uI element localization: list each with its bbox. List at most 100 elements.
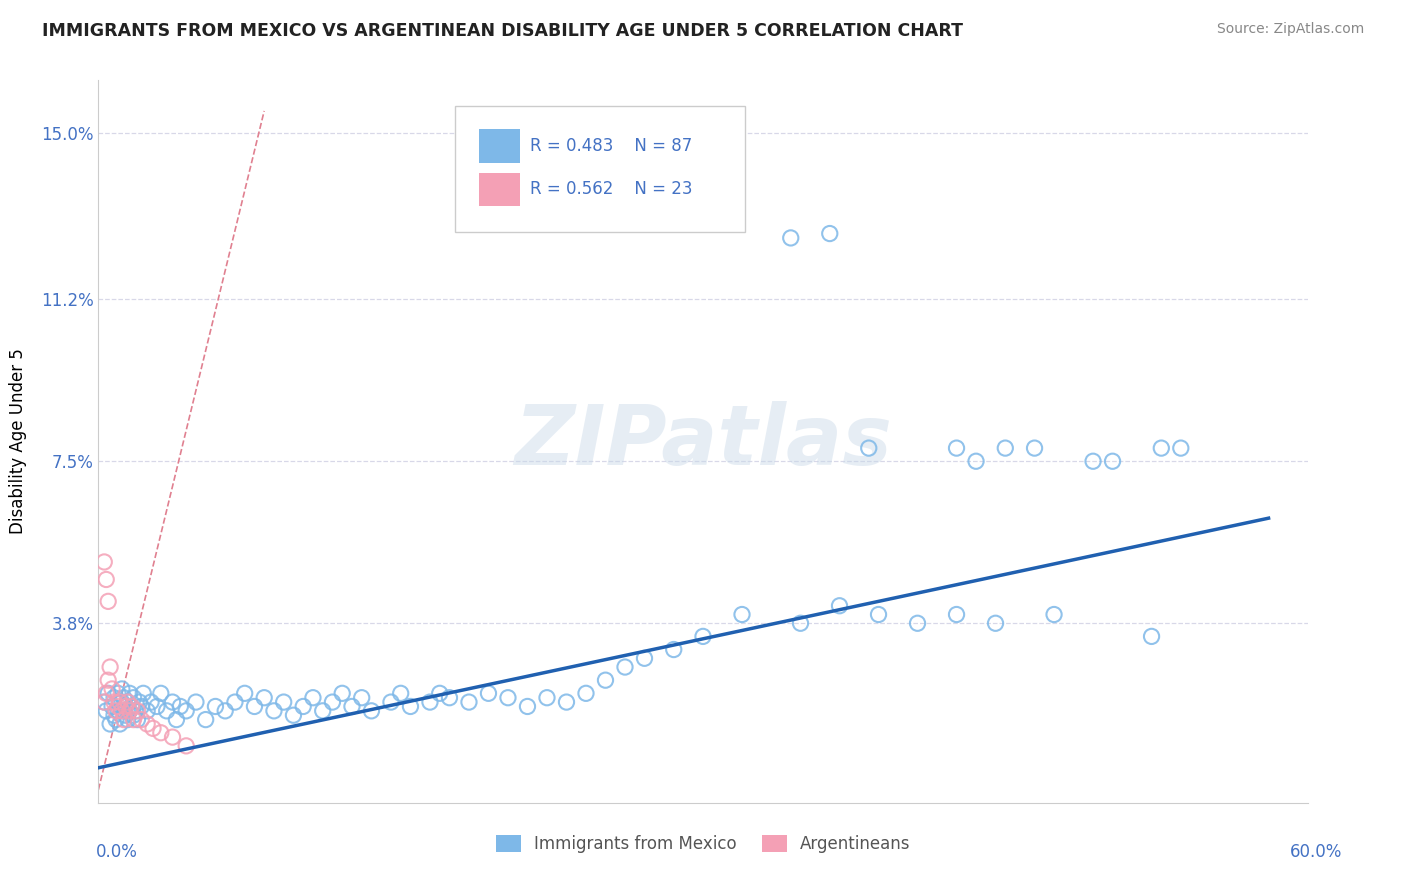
Point [128,695,150,709]
Point [124,704,146,718]
Point [149,725,172,739]
Point [292,699,315,714]
Point [614,660,637,674]
Point [103,690,125,705]
Point [283,708,305,723]
Point [146,699,169,714]
Point [194,713,217,727]
Point [429,686,451,700]
Point [117,695,139,709]
Point [112,713,135,727]
Point [174,739,197,753]
Point [97,673,120,688]
Point [93,695,115,709]
Point [330,686,353,700]
Point [101,699,124,714]
Point [907,616,929,631]
Point [162,730,184,744]
Point [1170,441,1192,455]
Point [818,227,841,241]
Point [118,704,141,718]
Point [828,599,851,613]
Point [136,717,159,731]
Point [121,699,143,714]
Point [984,616,1007,631]
Point [477,686,499,700]
Point [111,695,134,709]
Point [1150,441,1173,455]
Point [127,713,149,727]
Text: ZIPatlas: ZIPatlas [515,401,891,482]
Text: IMMIGRANTS FROM MEXICO VS ARGENTINEAN DISABILITY AGE UNDER 5 CORRELATION CHART: IMMIGRANTS FROM MEXICO VS ARGENTINEAN DI… [42,22,963,40]
Point [439,690,461,705]
Point [1081,454,1104,468]
Point [107,704,129,718]
Point [321,695,343,709]
Point [112,704,135,718]
Point [994,441,1017,455]
Point [122,690,145,705]
Point [214,704,236,718]
Point [118,704,141,718]
Point [184,695,207,709]
Point [142,722,165,736]
Point [103,695,125,709]
Point [253,690,276,705]
Point [868,607,890,622]
Point [692,629,714,643]
Point [965,454,987,468]
Point [122,708,145,723]
Point [149,686,172,700]
Point [224,695,246,709]
Point [122,713,145,727]
Point [169,699,191,714]
Point [1024,441,1046,455]
Point [204,699,226,714]
Text: R = 0.562    N = 23: R = 0.562 N = 23 [530,180,693,198]
Point [132,686,155,700]
Point [104,704,127,718]
Point [93,695,115,709]
Point [112,690,135,705]
Point [380,695,402,709]
Point [156,704,179,718]
Point [127,704,149,718]
Point [312,704,335,718]
Point [103,708,125,723]
Point [945,607,967,622]
Point [458,695,481,709]
Point [107,699,129,714]
Point [1101,454,1123,468]
Point [389,686,412,700]
Point [114,708,136,723]
Point [111,681,134,696]
Point [131,699,153,714]
Point [789,616,811,631]
Point [101,681,124,696]
Point [107,686,129,700]
Point [111,704,134,718]
Point [98,660,121,674]
Point [96,704,118,718]
Point [399,699,422,714]
Point [121,699,143,714]
Point [595,673,617,688]
Point [114,699,136,714]
Point [233,686,256,700]
Legend: Immigrants from Mexico, Argentineans: Immigrants from Mexico, Argentineans [489,828,917,860]
Point [114,699,136,714]
Point [97,686,120,700]
Point [536,690,558,705]
Y-axis label: Disability Age Under 5: Disability Age Under 5 [8,349,27,534]
Text: 0.0%: 0.0% [96,843,138,861]
Point [575,686,598,700]
Point [419,695,441,709]
Point [108,717,131,731]
Point [516,699,538,714]
Point [731,607,754,622]
Point [555,695,578,709]
Point [1140,629,1163,643]
Point [165,713,187,727]
Point [360,704,382,718]
FancyBboxPatch shape [479,173,520,206]
